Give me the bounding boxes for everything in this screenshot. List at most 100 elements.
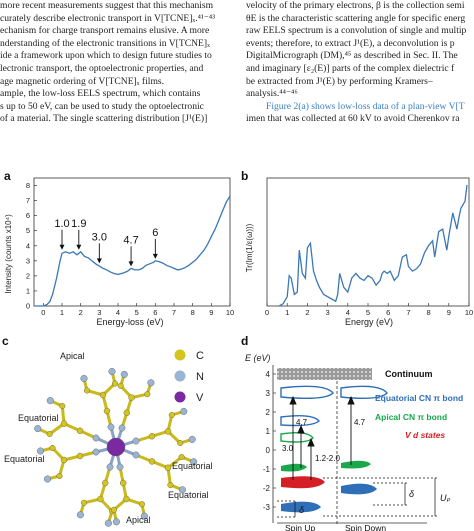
transition-value: 1.2-2.0 bbox=[315, 454, 340, 463]
text-line: lectronic transport, the optoelectronic … bbox=[0, 62, 204, 74]
carbon-atom bbox=[59, 402, 66, 409]
series-line bbox=[278, 184, 468, 307]
nitrogen-atom bbox=[118, 424, 126, 432]
y-tick-label: 6 bbox=[26, 211, 30, 220]
x-tick-label: 8 bbox=[191, 308, 195, 317]
nitrogen-atom bbox=[108, 368, 116, 376]
equatorial-cn-band-up-mid bbox=[280, 414, 320, 427]
annotation-label: 6 bbox=[152, 227, 158, 239]
y-tick-label: 7 bbox=[26, 196, 30, 205]
x-tick-label: 1 bbox=[285, 308, 289, 317]
energy-tick-label: 3 bbox=[266, 389, 271, 398]
label-apical-bottom: Apical bbox=[126, 515, 151, 525]
label-equatorial-1: Equatorial bbox=[18, 413, 59, 423]
text-line: s up to 50 eV, can be used to study the … bbox=[0, 100, 204, 112]
x-tick-label: 9 bbox=[209, 308, 213, 317]
v-d-state-up bbox=[281, 476, 325, 489]
equatorial-cn-band-up-high bbox=[280, 385, 334, 400]
x-tick-label: 7 bbox=[172, 308, 176, 317]
panel-label-c: c bbox=[2, 335, 9, 348]
nitrogen-atom bbox=[37, 447, 45, 455]
energy-tick-label: -2 bbox=[263, 484, 271, 493]
x-tick-label: 0 bbox=[265, 308, 269, 317]
x-tick-label: 7 bbox=[406, 308, 410, 317]
vanadium-atom bbox=[106, 437, 126, 457]
text-line: curately describe electronic transport i… bbox=[0, 12, 216, 24]
nitrogen-atom bbox=[76, 511, 84, 519]
carbon-atom bbox=[123, 495, 130, 503]
text-line: imen that was collected at 60 kV to avoi… bbox=[246, 113, 460, 125]
energy-tick-label: 0 bbox=[266, 446, 271, 455]
carbon-atom bbox=[80, 499, 87, 506]
x-tick-label: 3 bbox=[326, 308, 330, 317]
continuum-label: Continuum bbox=[385, 369, 433, 379]
carbon-atom bbox=[177, 439, 184, 446]
chart-b: b 0 1 2 3 4 5 6 7 8 9 10 Energy (eV) Tr(Im(1/ε(ω))… bbox=[241, 169, 473, 327]
equatorial-cn-band-down bbox=[340, 385, 388, 400]
nitrogen-atom bbox=[132, 451, 140, 459]
x-tick-label: 1 bbox=[60, 308, 64, 317]
equatorial-cn-fill-down bbox=[341, 483, 377, 495]
y-tick-label: 8 bbox=[26, 181, 30, 190]
x-tick-label: 0 bbox=[41, 308, 45, 317]
text-line: age magnetic ordering of V[TCNE]ₓ films. bbox=[0, 75, 165, 87]
text-line: Figure 2(a) shows low-loss data of a pla… bbox=[266, 100, 465, 112]
nitrogen-atom bbox=[106, 463, 114, 471]
nitrogen-atom bbox=[44, 475, 52, 483]
text-line: velocity of the primary electrons, β is … bbox=[246, 0, 465, 11]
nitrogen-atom bbox=[107, 423, 115, 431]
y-tick-label: 1 bbox=[26, 286, 30, 295]
legend-vd: V d states bbox=[405, 430, 445, 440]
carbon-atom bbox=[99, 391, 107, 399]
nitrogen-atom bbox=[116, 463, 124, 471]
x-tick-label: 2 bbox=[79, 308, 83, 317]
text-line: echanism for charge transport remains el… bbox=[0, 25, 210, 37]
carbon-atom bbox=[76, 452, 84, 460]
carbon-atom bbox=[76, 427, 84, 435]
energy-tick-label: -1 bbox=[263, 465, 271, 474]
carbon-atom bbox=[101, 479, 109, 487]
y-axis-label: Tr(Im(1/ε(ω))) bbox=[245, 223, 254, 272]
label-equatorial-4: Equatorial bbox=[168, 490, 209, 500]
text-line: be extracted from J¹(E) by performing Kr… bbox=[246, 75, 433, 87]
apical-cn-fill-down bbox=[341, 460, 371, 469]
energy-axis-label: E (eV) bbox=[245, 353, 271, 363]
x-tick-label: 10 bbox=[465, 308, 473, 317]
carbon-atom bbox=[56, 472, 63, 479]
diagram-c: c Apical Equatorial Equatorial Equatoria… bbox=[2, 335, 213, 527]
annotation-label: 3.0 bbox=[92, 231, 107, 243]
up-label: Uₚ bbox=[440, 493, 450, 503]
nitrogen-atom bbox=[46, 397, 54, 405]
y-axis-label: Intensity (counts x10⁴) bbox=[4, 214, 13, 294]
x-tick-label: 6 bbox=[386, 308, 390, 317]
legend-apical: Apical CN π bond bbox=[375, 412, 447, 422]
x-axis-label: Energy-loss (eV) bbox=[96, 317, 163, 327]
text-line: DigitalMicrograph (DM),⁴⁵ as described i… bbox=[246, 50, 458, 62]
nitrogen-atom bbox=[147, 379, 155, 387]
legend-equatorial: Equatorial CN π bond bbox=[375, 393, 463, 403]
text-line: and imaginary [ε₂(E)] parts of the compl… bbox=[246, 62, 455, 74]
spin-up-label: Spin Up bbox=[285, 523, 316, 531]
x-tick-label: 4 bbox=[116, 308, 120, 317]
delta-label: δ bbox=[299, 505, 305, 515]
carbon-atom bbox=[168, 411, 175, 418]
nitrogen-atom bbox=[140, 512, 148, 520]
nitrogen-atom bbox=[34, 425, 42, 433]
equatorial-cn-fill-up bbox=[281, 501, 321, 513]
legend-marker-c bbox=[174, 349, 186, 361]
legend-label-v: V bbox=[196, 392, 204, 404]
carbon-atom bbox=[128, 394, 135, 401]
x-tick-label: 6 bbox=[153, 308, 157, 317]
carbon-atom bbox=[164, 464, 172, 472]
carbon-atom bbox=[46, 430, 53, 437]
carbon-atom bbox=[60, 456, 68, 464]
text-line: more recent measurements suggest that th… bbox=[0, 0, 214, 11]
transition-value: 4.7 bbox=[354, 418, 366, 427]
x-tick-label: 5 bbox=[135, 308, 139, 317]
carbon-atom bbox=[144, 391, 151, 398]
nitrogen-atom bbox=[120, 370, 128, 378]
x-tick-label: 2 bbox=[305, 308, 309, 317]
x-tick-label: 3 bbox=[97, 308, 101, 317]
carbon-atom bbox=[117, 382, 124, 389]
carbon-atom bbox=[138, 501, 145, 508]
